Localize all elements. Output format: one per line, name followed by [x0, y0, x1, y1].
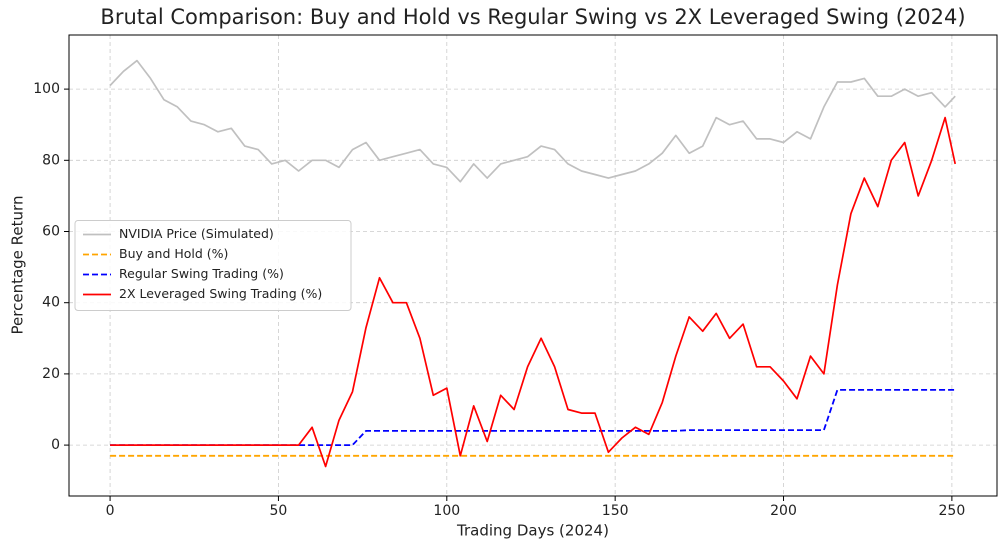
x-tick-label: 100: [433, 503, 460, 519]
y-tick-label: 40: [42, 295, 60, 311]
y-tick-label: 60: [42, 224, 60, 240]
x-axis-label: Trading Days (2024): [456, 522, 609, 540]
y-axis-label: Percentage Return: [9, 196, 27, 335]
x-tick-label: 150: [602, 503, 629, 519]
legend-label: Buy and Hold (%): [119, 246, 228, 261]
y-tick-label: 20: [42, 366, 60, 382]
chart-title: Brutal Comparison: Buy and Hold vs Regul…: [100, 5, 965, 29]
series-line: [109, 59, 956, 183]
x-tick-label: 50: [270, 503, 288, 519]
x-tick-label: 250: [939, 503, 966, 519]
y-tick-label: 0: [51, 437, 60, 453]
y-tick-label: 80: [42, 152, 60, 168]
plot-frame: [68, 34, 998, 497]
series-line: [110, 116, 957, 468]
legend-label: 2X Leveraged Swing Trading (%): [119, 286, 322, 301]
x-tick-label: 0: [106, 503, 115, 519]
y-tick-label: 100: [33, 81, 60, 97]
legend-label: NVIDIA Price (Simulated): [119, 226, 274, 241]
legend-box: [74, 220, 352, 311]
legend-label: Regular Swing Trading (%): [119, 266, 284, 281]
series-line: [110, 389, 956, 446]
x-tick-label: 200: [770, 503, 797, 519]
